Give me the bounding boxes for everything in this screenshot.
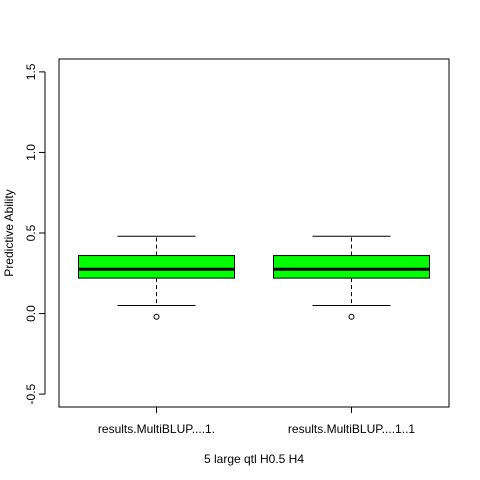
- y-tick-label: 1.5: [24, 63, 38, 80]
- x-axis-label: 5 large qtl H0.5 H4: [204, 452, 304, 466]
- y-tick-label: 0.0: [24, 305, 38, 322]
- box-2: [273, 235, 430, 320]
- boxes-group: [78, 235, 430, 320]
- box-iqr: [273, 255, 430, 279]
- y-axis-label: Predictive Ability: [2, 189, 16, 276]
- y-tick-label: 0.5: [24, 224, 38, 241]
- x-tick-label: results.MultiBLUP....1..1: [288, 422, 415, 436]
- x-axis: results.MultiBLUP....1. results.MultiBLUP…: [98, 407, 415, 436]
- box-1: [78, 235, 235, 320]
- y-tick-label: 1.0: [24, 144, 38, 161]
- box-iqr: [78, 255, 235, 279]
- outlier-point: [348, 313, 355, 320]
- y-tick-label: -0.5: [24, 383, 38, 404]
- outlier-point: [153, 313, 160, 320]
- x-tick-label: results.MultiBLUP....1.: [98, 422, 215, 436]
- plot-frame: [58, 58, 450, 408]
- y-axis: -0.5 0.0 0.5 1.0 1.5: [24, 63, 46, 404]
